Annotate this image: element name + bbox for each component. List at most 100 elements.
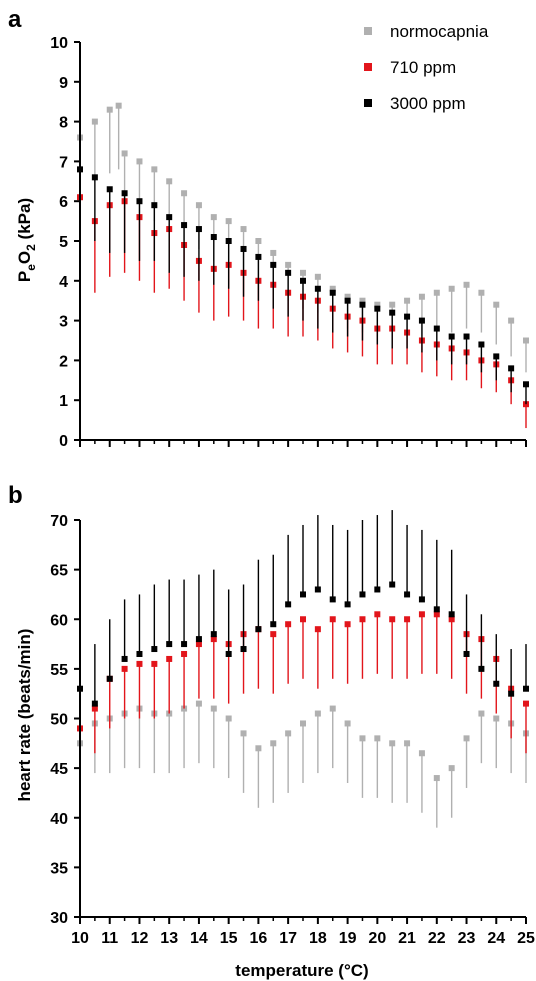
- panel-b-point: [389, 740, 396, 747]
- panel-a-point: [389, 301, 396, 308]
- panel-b-point: [389, 616, 396, 623]
- panel-b-point: [493, 680, 500, 687]
- panel-b-point: [255, 626, 262, 633]
- panel-b-point: [240, 646, 247, 653]
- panel-a-point: [121, 190, 128, 197]
- panel-a-point: [418, 293, 425, 300]
- panel-b-point: [210, 705, 217, 712]
- panel-a-point: [166, 214, 173, 221]
- panel-b-point: [404, 616, 411, 623]
- legend-label: 3000 ppm: [390, 94, 466, 113]
- panel-a-point: [329, 285, 336, 292]
- panel-a-point: [285, 261, 292, 268]
- panel-a-point: [181, 222, 188, 229]
- panel-b-point: [478, 665, 485, 672]
- panel-b-point: [166, 655, 173, 662]
- panel-a-point: [314, 273, 321, 280]
- panel-b-y-tick-label: 35: [50, 860, 68, 877]
- panel-a-y-tick-label: 8: [59, 115, 68, 132]
- panel-b-y-tick-label: 65: [50, 563, 68, 580]
- panel-a-point: [478, 289, 485, 296]
- panel-b-x-tick-label: 12: [131, 930, 149, 947]
- panel-b-point: [195, 700, 202, 707]
- panel-b-point: [136, 650, 143, 657]
- panel-b-point: [404, 591, 411, 598]
- panel-b-point: [300, 616, 306, 623]
- panel-b-point: [329, 705, 336, 712]
- panel-b-point: [314, 626, 321, 633]
- panel-b-point: [166, 641, 173, 648]
- panel-a-x-axis: [79, 439, 527, 447]
- panel-b-point: [210, 631, 217, 638]
- panel-b-point: [463, 735, 470, 742]
- panel-a-point: [210, 234, 217, 241]
- panel-a-point: [463, 281, 470, 288]
- panel-a-point: [359, 297, 366, 304]
- panel-a-point: [418, 317, 425, 324]
- panel-b-point: [344, 601, 351, 608]
- panel-b-x-tick-label: 22: [428, 930, 446, 947]
- panel-a-point: [195, 202, 202, 209]
- panel-a-y-tick-label: 4: [59, 274, 68, 291]
- panel-a-y-tick-label: 1: [59, 393, 68, 410]
- panel-a-point: [374, 305, 381, 312]
- legend-marker: [364, 27, 372, 35]
- panel-a-point: [115, 102, 122, 109]
- panel-b-x-tick-label: 13: [160, 930, 178, 947]
- panel-a-y-axis-title: PeO2 (kPa): [15, 198, 38, 282]
- panel-b-y-tick-label: 70: [50, 513, 68, 530]
- panel-letter-b: b: [8, 482, 23, 509]
- panel-b-x-tick-label: 20: [368, 930, 386, 947]
- panel-b-point: [374, 735, 381, 742]
- panel-b-point: [210, 636, 217, 643]
- panel-b-point: [433, 775, 440, 782]
- panel-a-y-tick-label: 2: [59, 353, 68, 370]
- panel-a-point: [136, 198, 143, 205]
- panel-b-x-tick-label: 18: [309, 930, 327, 947]
- panel-a-y-tick-label: 7: [59, 154, 68, 171]
- panel-b-y-axis-title: heart rate (beats/min): [15, 629, 34, 802]
- panel-a-point: [300, 277, 306, 284]
- panel-a-point: [270, 249, 277, 256]
- legend-item: 3000 ppm: [364, 94, 466, 113]
- panel-a-point: [151, 166, 158, 173]
- panel-b-y-tick-label: 40: [50, 811, 68, 828]
- panel-b-x-tick-label: 19: [339, 930, 357, 947]
- panel-a-point: [136, 158, 143, 165]
- panel-b-point: [433, 611, 440, 618]
- panel-a-point: [195, 226, 202, 233]
- panel-b-x-tick-label: 25: [517, 930, 535, 947]
- panel-b: 30 35 40 45 50 55 60 65 70 10 11 12 13 14 15 16 17 18 19 2…: [15, 510, 535, 980]
- panel-a-point: [344, 297, 351, 304]
- panel-b-point: [418, 596, 425, 603]
- panel-b-point: [181, 650, 188, 657]
- panel-a-point: [433, 289, 440, 296]
- legend-item: normocapnia: [364, 22, 489, 41]
- legend-marker: [364, 63, 372, 71]
- panel-b-x-tick-label: 14: [190, 930, 208, 947]
- panel-b-point: [225, 715, 232, 722]
- panel-b-point: [300, 591, 306, 598]
- panel-b-y-tick-label: 60: [50, 612, 68, 629]
- panel-a-series-2: [77, 166, 529, 405]
- panel-b-series-2: [77, 510, 529, 707]
- panel-b-point: [285, 601, 292, 608]
- panel-b-x-tick-label: 21: [398, 930, 416, 947]
- legend-marker: [364, 99, 372, 107]
- panel-b-point: [359, 616, 366, 623]
- panel-a-point: [329, 289, 336, 296]
- panel-a-y-tick-label: 10: [50, 35, 68, 52]
- panel-b-point: [508, 690, 515, 697]
- panel-b-point: [285, 730, 292, 737]
- panel-a-point: [344, 293, 351, 300]
- panel-a-point: [255, 253, 262, 260]
- panel-a-point: [404, 297, 411, 304]
- panel-b-x-axis: 10 11 12 13 14 15 16 17 18 19 20 21 22 23 24 25: [71, 916, 535, 947]
- panel-b-y-tick-label: 45: [50, 761, 68, 778]
- panel-b-point: [136, 660, 143, 667]
- panel-b-point: [270, 621, 277, 628]
- panel-b-x-tick-label: 15: [220, 930, 238, 947]
- panel-b-point: [359, 591, 366, 598]
- panel-b-series-0: [77, 700, 529, 828]
- panel-b-point: [270, 740, 277, 747]
